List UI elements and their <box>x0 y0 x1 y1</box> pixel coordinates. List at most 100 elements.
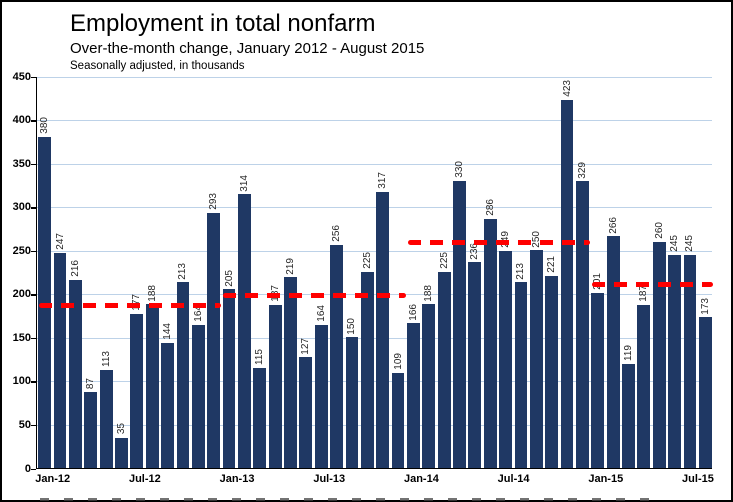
gridline-400 <box>37 120 712 122</box>
y-tick-label-450: 450 <box>12 70 31 83</box>
gridline-150 <box>37 337 712 339</box>
bar-value-label: 245 <box>669 234 681 252</box>
bar-value-label: 119 <box>623 345 634 362</box>
bar-value-label: 245 <box>684 234 696 252</box>
bar-Feb-15 <box>606 236 620 468</box>
bar-value-label: 173 <box>699 297 711 315</box>
y-tick-mark <box>31 250 36 253</box>
bar-value-label: 188 <box>146 284 158 302</box>
y-tick-label-100: 100 <box>12 375 31 388</box>
y-tick-label-50: 50 <box>18 418 31 431</box>
gridline-50 <box>37 424 712 426</box>
chart-note: Seasonally adjusted, in thousands <box>70 59 245 72</box>
bar-Nov-14 <box>560 99 574 468</box>
x-tick-label-Jan-13: Jan-13 <box>219 473 255 485</box>
bar-value-label: 329 <box>576 161 588 179</box>
bar-Jul-13 <box>314 325 328 468</box>
bar-value-label: 187 <box>638 285 650 303</box>
bar-value-label: 256 <box>331 225 343 242</box>
bar-value-label: 247 <box>54 233 66 250</box>
chart-subtitle: Over-the-month change, January 2012 - Au… <box>70 39 425 57</box>
bar-value-label: 236 <box>469 242 481 260</box>
bar-value-label: 109 <box>392 353 404 371</box>
annual-average-line-2013 <box>223 293 406 299</box>
gridline-300 <box>37 207 712 209</box>
bar-value-label: 188 <box>423 284 435 302</box>
bar-Feb-14 <box>422 304 436 468</box>
x-tick-label-Jan-15: Jan-15 <box>588 473 624 485</box>
bar-Oct-13 <box>360 272 374 468</box>
y-tick-mark <box>31 120 36 122</box>
bar-Jun-14 <box>483 218 497 468</box>
x-tick-label-Jul-15: Jul-15 <box>682 473 714 485</box>
bar-value-label: 35 <box>116 423 127 435</box>
bar-value-label: 219 <box>285 257 296 275</box>
bar-Jan-15 <box>591 292 605 468</box>
bar-Nov-12 <box>191 325 205 468</box>
bar-value-label: 266 <box>607 216 619 234</box>
bar-Mar-13 <box>253 367 267 468</box>
bar-May-15 <box>652 241 666 468</box>
bar-value-label: 317 <box>377 172 389 189</box>
y-tick-label-400: 400 <box>12 114 31 127</box>
bar-value-label: 286 <box>484 199 496 216</box>
bar-Sep-13 <box>345 337 359 468</box>
bar-value-label: 225 <box>438 252 450 269</box>
gridline-350 <box>37 163 712 165</box>
bar-Feb-12 <box>53 252 67 468</box>
bar-value-label: 164 <box>315 305 327 323</box>
bar-value-label: 87 <box>85 378 97 390</box>
y-tick-mark <box>31 424 36 427</box>
bar-Jul-15 <box>683 254 697 468</box>
bar-value-label: 314 <box>238 174 250 192</box>
x-tick-label-Jul-13: Jul-13 <box>313 473 346 485</box>
bar-Jun-13 <box>299 357 313 468</box>
cropped-footer-text <box>40 498 650 501</box>
y-tick-mark <box>31 163 36 166</box>
plot-area: 3802472168711335177188144213164293205314… <box>36 76 713 469</box>
bar-Jul-12 <box>130 313 144 468</box>
y-tick-mark <box>31 468 36 470</box>
bar-May-12 <box>99 369 113 468</box>
bar-value-label: 164 <box>192 305 204 323</box>
bar-value-label: 221 <box>546 255 558 273</box>
x-tick-label-Jul-14: Jul-14 <box>497 473 530 485</box>
bar-Dec-13 <box>391 373 405 468</box>
bar-value-label: 115 <box>254 348 266 365</box>
bar-value-label: 423 <box>561 79 573 97</box>
bar-Mar-12 <box>69 279 82 468</box>
bar-Jun-15 <box>668 254 681 468</box>
y-tick-mark <box>31 207 36 209</box>
bar-value-label: 225 <box>361 252 373 269</box>
bar-Apr-13 <box>268 305 282 468</box>
bar-value-label: 216 <box>69 260 81 277</box>
bar-May-14 <box>468 262 482 468</box>
bar-Nov-13 <box>376 191 390 468</box>
x-tick-label-Jul-12: Jul-12 <box>128 473 161 485</box>
bar-Dec-14 <box>576 181 589 468</box>
bar-Feb-13 <box>238 194 251 468</box>
bar-Dec-12 <box>207 212 221 468</box>
bar-Jan-13 <box>222 289 236 468</box>
bar-value-label: 293 <box>208 193 220 210</box>
bar-value-label: 144 <box>162 322 174 340</box>
y-tick-label-0: 0 <box>24 462 31 475</box>
bar-value-label: 113 <box>100 350 112 367</box>
bar-Aug-13 <box>330 245 343 468</box>
bar-Aug-15 <box>698 317 712 468</box>
bar-Mar-14 <box>437 272 451 468</box>
y-tick-mark <box>31 337 36 340</box>
bar-value-label: 205 <box>223 269 235 287</box>
bar-Jun-12 <box>115 437 128 468</box>
bar-Jan-12 <box>38 136 52 468</box>
gridline-450 <box>37 76 712 78</box>
bar-Mar-15 <box>622 364 635 468</box>
bar-value-label: 127 <box>300 337 312 355</box>
annual-average-line-2015 <box>592 281 713 287</box>
bar-Apr-15 <box>637 305 651 468</box>
bar-Apr-14 <box>453 180 466 468</box>
y-tick-label-300: 300 <box>12 201 31 214</box>
annual-average-line-2014 <box>407 240 591 245</box>
y-tick-label-200: 200 <box>12 288 31 301</box>
